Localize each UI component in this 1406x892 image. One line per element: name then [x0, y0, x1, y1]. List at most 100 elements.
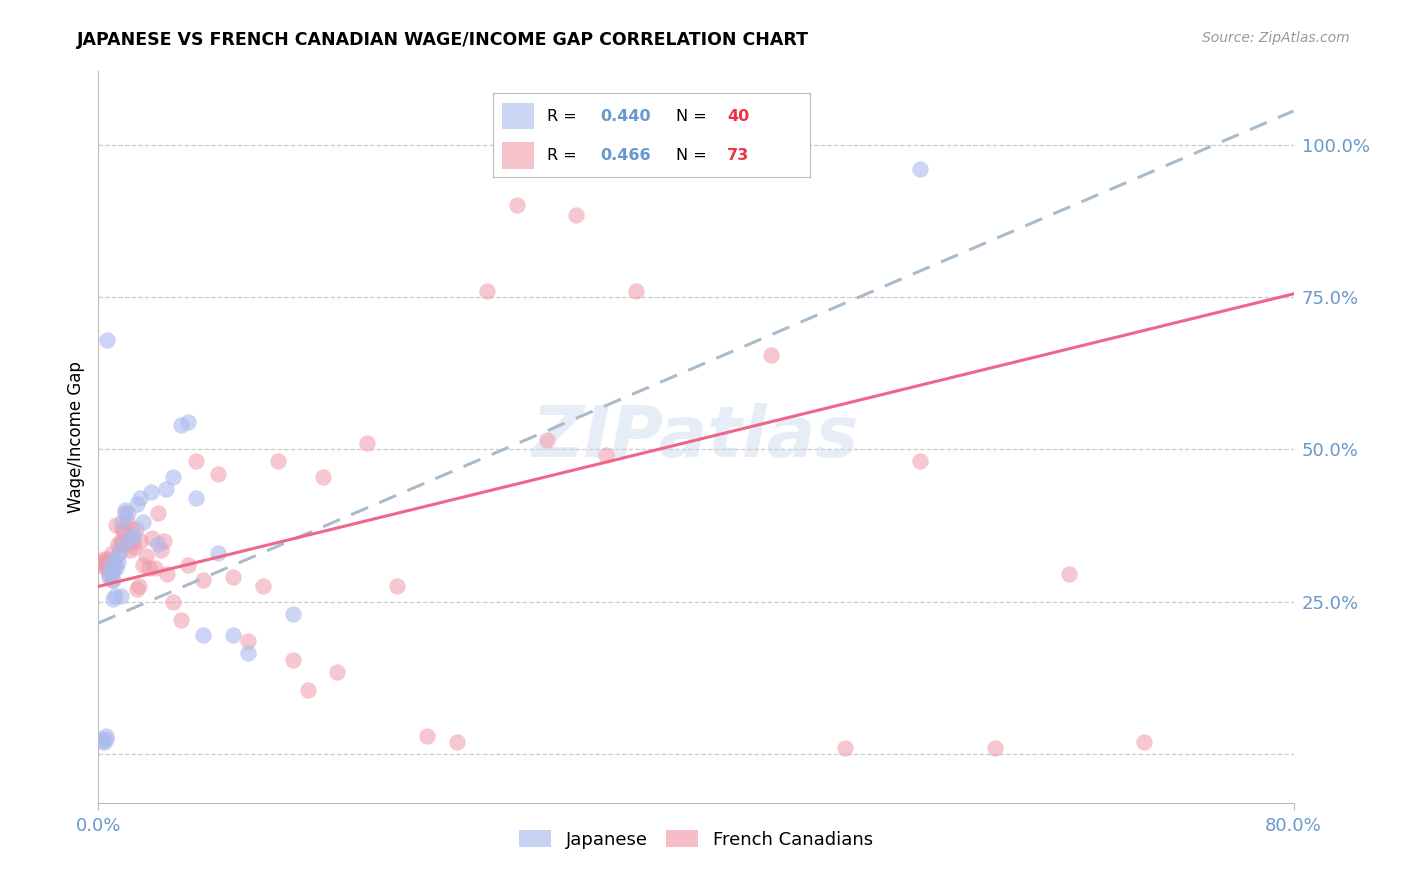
- Point: [139, 485, 162, 500]
- Point: [565, 208, 588, 222]
- Point: [104, 558, 127, 573]
- Point: [156, 567, 179, 582]
- Point: [96, 333, 118, 347]
- Point: [93, 735, 115, 749]
- Point: [416, 729, 439, 743]
- Point: [112, 524, 135, 539]
- Point: [222, 628, 245, 642]
- Point: [107, 537, 129, 551]
- Point: [97, 570, 120, 584]
- Point: [191, 628, 214, 642]
- Point: [108, 546, 131, 560]
- Point: [103, 564, 125, 578]
- Point: [104, 552, 127, 566]
- Point: [236, 647, 259, 661]
- Point: [96, 552, 118, 566]
- Point: [222, 570, 245, 584]
- Point: [120, 521, 142, 535]
- Point: [162, 594, 184, 608]
- Point: [98, 567, 122, 582]
- Point: [98, 558, 122, 573]
- Point: [169, 417, 191, 432]
- Point: [103, 555, 125, 569]
- Point: [108, 546, 131, 560]
- Point: [236, 634, 259, 648]
- Point: [124, 540, 146, 554]
- Point: [281, 607, 304, 621]
- Point: [143, 561, 166, 575]
- Point: [506, 198, 529, 212]
- Point: [626, 284, 648, 298]
- Point: [93, 552, 115, 566]
- Point: [118, 542, 141, 557]
- Point: [98, 558, 122, 573]
- Point: [128, 579, 150, 593]
- Point: [90, 558, 112, 573]
- Point: [94, 729, 117, 743]
- Point: [908, 454, 931, 468]
- Point: [112, 537, 135, 551]
- Point: [94, 555, 117, 569]
- Point: [94, 561, 117, 575]
- Point: [207, 546, 229, 560]
- Point: [129, 491, 152, 505]
- Point: [155, 482, 177, 496]
- Point: [446, 735, 468, 749]
- Point: [98, 564, 122, 578]
- Point: [105, 561, 128, 575]
- Point: [117, 506, 139, 520]
- Point: [177, 415, 200, 429]
- Point: [124, 527, 146, 541]
- Point: [984, 740, 1007, 755]
- Point: [908, 161, 931, 176]
- Point: [117, 537, 139, 551]
- Point: [127, 497, 149, 511]
- Point: [125, 521, 148, 535]
- Point: [129, 533, 152, 548]
- Point: [207, 467, 229, 481]
- Point: [90, 731, 112, 746]
- Point: [148, 506, 170, 520]
- Point: [311, 469, 333, 483]
- Point: [110, 533, 132, 548]
- Point: [148, 537, 170, 551]
- Point: [94, 731, 117, 746]
- Point: [685, 140, 707, 154]
- Point: [120, 531, 142, 545]
- Point: [111, 516, 134, 530]
- Point: [105, 518, 128, 533]
- Point: [595, 448, 617, 462]
- Point: [97, 567, 120, 582]
- Point: [267, 454, 290, 468]
- Point: [184, 491, 207, 505]
- Point: [96, 558, 118, 573]
- Text: ZIPatlas: ZIPatlas: [533, 402, 859, 472]
- Text: Source: ZipAtlas.com: Source: ZipAtlas.com: [1202, 31, 1350, 45]
- Point: [110, 589, 132, 603]
- Point: [281, 652, 304, 666]
- Point: [1059, 567, 1081, 582]
- Y-axis label: Wage/Income Gap: Wage/Income Gap: [66, 361, 84, 513]
- Point: [91, 555, 114, 569]
- Point: [536, 433, 558, 447]
- Point: [141, 531, 163, 545]
- Point: [111, 521, 134, 535]
- Point: [169, 613, 191, 627]
- Point: [297, 683, 319, 698]
- Point: [114, 506, 136, 520]
- Point: [834, 740, 856, 755]
- Point: [138, 561, 160, 575]
- Point: [101, 574, 124, 588]
- Point: [127, 582, 149, 597]
- Point: [356, 436, 378, 450]
- Point: [385, 579, 409, 593]
- Point: [115, 516, 138, 530]
- Point: [252, 579, 274, 593]
- Point: [132, 558, 155, 573]
- Point: [153, 533, 176, 548]
- Legend: Japanese, French Canadians: Japanese, French Canadians: [512, 823, 880, 856]
- Point: [759, 348, 782, 362]
- Point: [121, 533, 143, 548]
- Point: [162, 469, 184, 483]
- Point: [91, 733, 114, 747]
